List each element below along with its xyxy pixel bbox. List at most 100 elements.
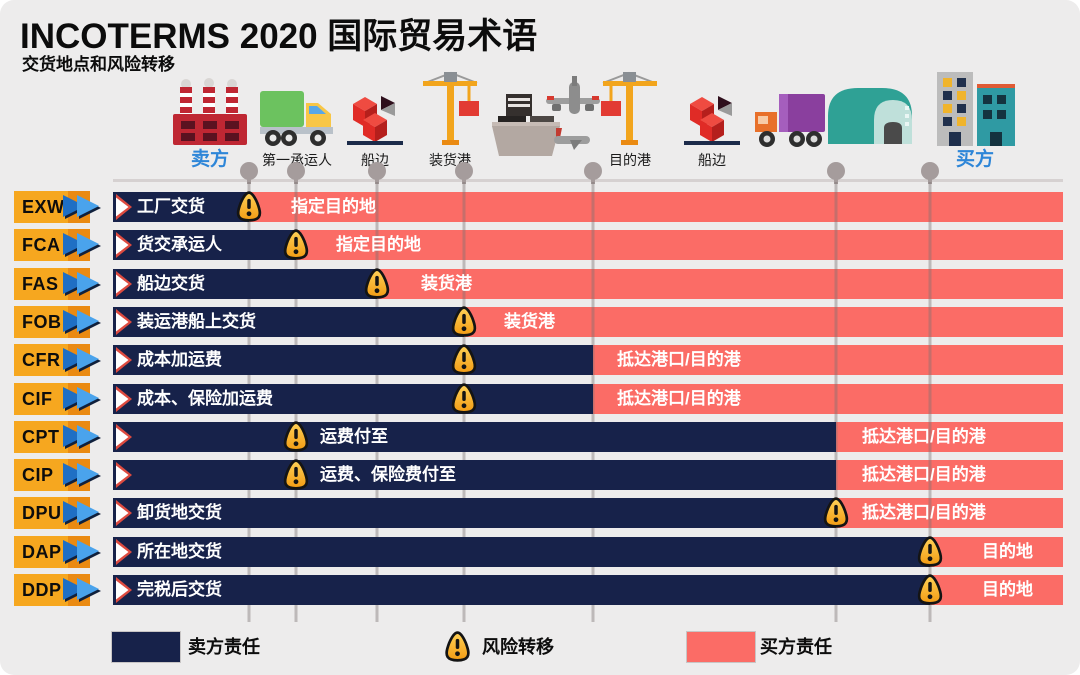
waypoint-label: 买方 [955, 149, 994, 170]
seller-stage-label: 工厂交货 [137, 197, 205, 216]
seller-responsibility-bar [113, 307, 464, 337]
term-code: CIF [22, 389, 53, 409]
timeline-pin [368, 162, 386, 184]
buyer-legend-label: 买方责任 [760, 637, 832, 657]
buyer-responsibility-bar [296, 230, 1063, 260]
waypoint-买方: 买方 [929, 72, 1021, 170]
page-subtitle: 交货地点和风险转移 [22, 55, 175, 74]
bar-start-arrow-icon [116, 500, 134, 526]
term-code: DPU [22, 503, 62, 523]
timeline-pin [827, 162, 845, 184]
risk-transfer-warning-icon [451, 306, 478, 337]
bar-start-arrow-icon [116, 194, 134, 220]
risk-transfer-warning-icon [283, 229, 310, 260]
waypoint-ship-and-planes-icon [490, 76, 602, 170]
port-crane-mirrored-icon [597, 70, 663, 148]
factory-icon [171, 78, 249, 148]
term-code: DAP [22, 542, 62, 562]
waypoint-label: 船边 [698, 152, 726, 168]
term-code: FOB [22, 312, 62, 332]
bar-start-arrow-icon [116, 424, 134, 450]
timeline-pin [921, 162, 939, 184]
seller-stage-label: 货交承运人 [137, 235, 222, 254]
bar-start-arrow-icon [116, 386, 134, 412]
incoterm-row-DPU: DPU 卸货地交货 抵达港口/目的港 [0, 497, 1080, 529]
buyer-responsibility-bar [593, 384, 1063, 414]
seller-stage-label: 成本、保险加运费 [137, 389, 273, 408]
chevron-right-icon [58, 576, 104, 604]
term-code: CFR [22, 350, 61, 370]
bar-start-arrow-icon [116, 577, 134, 603]
risk-legend-warning-icon [444, 631, 471, 662]
buyer-stage-label: 装货港 [504, 312, 555, 331]
risk-transfer-warning-icon [823, 497, 850, 528]
seller-responsibility-bar [113, 498, 836, 528]
incoterm-row-CIP: CIP 运费、保险费付至 抵达港口/目的港 [0, 459, 1080, 491]
buyer-responsibility-bar [836, 422, 1063, 452]
seller-stage-label: 卸货地交货 [137, 503, 222, 522]
buyer-stage-label: 抵达港口/目的港 [617, 350, 741, 369]
timeline-pin [240, 162, 258, 184]
term-code: FAS [22, 274, 59, 294]
waypoint-船边: 船边 [682, 76, 742, 170]
buyer-stage-label: 抵达港口/目的港 [862, 465, 986, 484]
waypoint-第一承运人: 第一承运人 [258, 76, 336, 170]
waypoint-purple-truck-icon [753, 76, 827, 170]
chevron-right-icon [58, 346, 104, 374]
seller-responsibility-bar [113, 192, 249, 222]
buyer-stage-label: 装货港 [421, 274, 472, 293]
risk-transfer-warning-icon [451, 344, 478, 375]
seller-responsibility-bar [113, 422, 836, 452]
green-truck-icon [258, 88, 336, 148]
waypoint-装货港: 装货港 [417, 71, 483, 170]
milestone-gridline [928, 182, 932, 622]
buyer-stage-label: 抵达港口/目的港 [617, 389, 741, 408]
seller-stage-label: 所在地交货 [137, 542, 222, 561]
buyer-stage-label: 指定目的地 [291, 197, 376, 216]
chevron-right-icon [58, 499, 104, 527]
waypoint-label: 目的港 [609, 152, 651, 168]
buyer-responsibility-bar [249, 192, 1063, 222]
waypoint-label: 卖方 [190, 149, 229, 170]
term-code: DDP [22, 580, 62, 600]
risk-transfer-warning-icon [283, 421, 310, 452]
ship-and-planes-icon [490, 76, 602, 160]
buyer-stage-label: 抵达港口/目的港 [862, 503, 986, 522]
timeline-rule [113, 179, 1063, 182]
seller-responsibility-bar [113, 230, 296, 260]
term-code: FCA [22, 235, 61, 255]
term-code: CPT [22, 427, 60, 447]
seller-legend-label: 卖方责任 [188, 637, 260, 657]
incoterm-row-DAP: DAP 所在地交货 目的地 [0, 536, 1080, 568]
seller-responsibility-bar [113, 460, 836, 490]
cargo-cubes-icon [345, 86, 405, 148]
seller-responsibility-bar [113, 575, 930, 605]
incoterm-row-CPT: CPT 运费付至 抵达港口/目的港 [0, 421, 1080, 453]
buyer-stage-label: 目的地 [982, 580, 1033, 599]
buyer-responsibility-bar [836, 498, 1063, 528]
buyer-responsibility-bar [836, 460, 1063, 490]
chevron-right-icon [58, 193, 104, 221]
bar-start-arrow-icon [116, 271, 134, 297]
seller-responsibility-bar [113, 537, 930, 567]
seller-legend-swatch [112, 632, 180, 662]
buyer-stage-label: 抵达港口/目的港 [862, 427, 986, 446]
seller-stage-label: 运费付至 [320, 427, 388, 446]
cargo-cubes-icon [682, 86, 742, 148]
seller-stage-label: 成本加运费 [137, 350, 222, 369]
chevron-right-icon [58, 423, 104, 451]
risk-transfer-warning-icon [451, 383, 478, 414]
risk-transfer-warning-icon [917, 574, 944, 605]
buyer-responsibility-bar [930, 575, 1063, 605]
risk-transfer-warning-icon [917, 536, 944, 567]
buyer-responsibility-bar [377, 269, 1063, 299]
bar-start-arrow-icon [116, 347, 134, 373]
buyer-responsibility-bar [930, 537, 1063, 567]
purple-truck-icon [753, 92, 827, 148]
seller-stage-label: 装运港船上交货 [137, 312, 256, 331]
waypoint-label: 第一承运人 [262, 152, 332, 168]
buyer-responsibility-bar [464, 307, 1063, 337]
seller-responsibility-bar [113, 345, 593, 375]
warehouse-icon [824, 80, 916, 148]
